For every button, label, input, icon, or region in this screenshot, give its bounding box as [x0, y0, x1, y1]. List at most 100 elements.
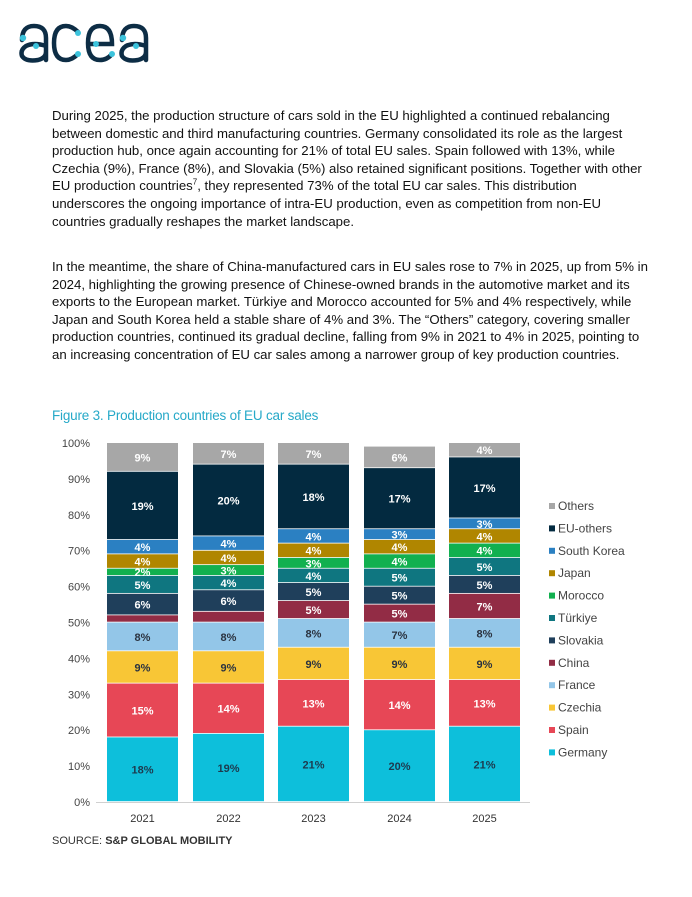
data-label: 2% — [135, 567, 151, 579]
data-label: 14% — [217, 704, 239, 716]
data-label: 3% — [221, 565, 237, 577]
legend-swatch — [549, 727, 555, 733]
y-tick-label: 0% — [74, 797, 90, 809]
bar-segment-germany — [107, 737, 178, 802]
bar-segment-germany — [193, 733, 264, 802]
bar-segment-türkiye — [364, 568, 435, 586]
data-label: 9% — [306, 659, 322, 671]
legend-swatch — [549, 503, 555, 509]
data-label: 19% — [217, 763, 239, 775]
data-label: 18% — [302, 492, 324, 504]
data-label: 6% — [392, 452, 408, 464]
y-tick-label: 40% — [68, 653, 90, 665]
data-label: 9% — [135, 662, 151, 674]
bar-segment-türkiye — [193, 575, 264, 590]
data-label: 18% — [131, 765, 153, 777]
data-label: 17% — [473, 483, 495, 495]
legend-label: South Korea — [558, 544, 625, 558]
legend-swatch — [549, 659, 555, 666]
y-tick-label: 60% — [68, 582, 90, 594]
bar-segment-eu-others — [449, 457, 520, 518]
bar-segment-others — [107, 443, 178, 471]
y-tick-label: 100% — [62, 438, 90, 450]
bar-segment-czechia — [364, 647, 435, 680]
bar-segment-china — [449, 593, 520, 619]
legend-label: France — [558, 678, 596, 692]
x-tick-label: 2023 — [301, 813, 325, 825]
data-label: 14% — [388, 700, 410, 712]
acea-logo — [19, 23, 149, 63]
data-label: 4% — [221, 539, 237, 551]
data-label: 7% — [477, 601, 493, 613]
legend-label: EU-others — [558, 521, 612, 535]
data-label: 5% — [392, 609, 408, 621]
bar-segment-morocco — [364, 554, 435, 568]
bar-segment-china — [193, 611, 264, 622]
data-label: 8% — [221, 632, 237, 644]
data-label: 8% — [477, 628, 493, 640]
legend-swatch — [549, 637, 555, 644]
data-label: 6% — [221, 596, 237, 608]
paragraph-china-share: In the meantime, the share of China-manu… — [52, 259, 648, 362]
bar-segment-eu-others — [278, 464, 349, 529]
bar-segment-türkiye — [278, 568, 349, 583]
data-label: 4% — [477, 531, 493, 543]
data-label: 5% — [477, 580, 493, 592]
bar-segment-türkiye — [449, 557, 520, 576]
data-label: 15% — [131, 705, 153, 717]
data-label: 4% — [306, 571, 322, 583]
bar-segment-slovakia — [278, 583, 349, 601]
data-label: 5% — [306, 605, 322, 617]
data-label: 7% — [221, 449, 237, 461]
bar-segment-france — [193, 622, 264, 651]
data-label: 3% — [306, 558, 322, 570]
figure-source: SOURCE: S&P GLOBAL MOBILITY — [52, 835, 233, 847]
data-label: 8% — [306, 628, 322, 640]
source-label: SOURCE: — [52, 835, 106, 847]
data-label: 3% — [392, 530, 408, 542]
bar-segment-eu-others — [107, 471, 178, 540]
bar-segment-japan — [107, 554, 178, 568]
data-label: 9% — [221, 662, 237, 674]
legend-swatch — [549, 615, 555, 621]
footnote-marker[interactable]: 7 — [192, 177, 198, 187]
data-label: 3% — [477, 519, 493, 531]
bar-segment-china — [107, 615, 178, 622]
bar-segment-south-korea — [278, 529, 349, 543]
bar-segment-others — [193, 443, 264, 464]
bar-segment-others — [449, 443, 520, 457]
legend-swatch — [549, 682, 555, 689]
source-value: S&P GLOBAL MOBILITY — [105, 835, 233, 847]
legend-label: Morocco — [558, 589, 604, 603]
bar-segment-germany — [449, 726, 520, 802]
data-label: 5% — [392, 591, 408, 603]
legend-label: Türkiye — [558, 611, 598, 625]
bar-segment-spain — [449, 679, 520, 726]
bar-segment-china — [278, 600, 349, 619]
data-label: 4% — [392, 556, 408, 568]
x-tick-label: 2024 — [387, 813, 411, 825]
bar-segment-morocco — [278, 557, 349, 568]
legend-swatch — [549, 749, 555, 756]
legend-label: Germany — [558, 745, 607, 759]
bar-segment-china — [364, 604, 435, 622]
bar-segment-germany — [278, 726, 349, 802]
bar-segment-eu-others — [364, 468, 435, 529]
data-label: 20% — [217, 495, 239, 507]
bar-segment-czechia — [193, 651, 264, 683]
legend-swatch — [549, 547, 555, 554]
data-label: 4% — [135, 542, 151, 554]
data-label: 4% — [306, 546, 322, 558]
bar-segment-spain — [278, 679, 349, 726]
bar-segment-spain — [193, 683, 264, 733]
data-label: 13% — [302, 698, 324, 710]
bar-segment-japan — [278, 543, 349, 558]
y-tick-label: 80% — [68, 510, 90, 522]
legend-swatch — [549, 570, 555, 577]
bar-segment-morocco — [449, 543, 520, 558]
bar-segment-spain — [107, 683, 178, 737]
bar-segment-slovakia — [107, 593, 178, 615]
bar-segment-south-korea — [193, 536, 264, 550]
data-label: 20% — [388, 761, 410, 773]
data-label: 4% — [135, 556, 151, 568]
